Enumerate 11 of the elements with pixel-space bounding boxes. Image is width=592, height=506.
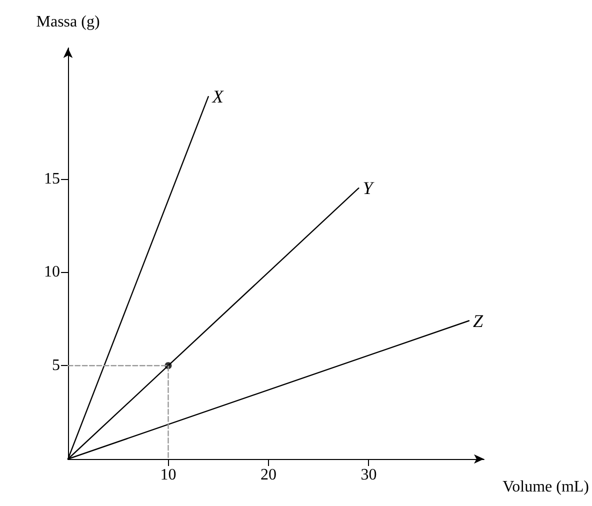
series-label: Z — [472, 310, 484, 331]
x-tick-label: 30 — [360, 466, 377, 484]
x-tick-label: 10 — [160, 466, 176, 484]
series-label: Y — [362, 178, 375, 198]
y-tick-label: 5 — [52, 357, 60, 374]
y-tick-label: 15 — [44, 170, 60, 188]
x-axis-title: Volume (mL) — [502, 478, 589, 496]
x-tick-label: 20 — [260, 466, 276, 484]
y-axis-title: Massa (g) — [36, 14, 100, 30]
y-tick-label: 10 — [44, 264, 60, 281]
series-label: X — [211, 86, 224, 107]
